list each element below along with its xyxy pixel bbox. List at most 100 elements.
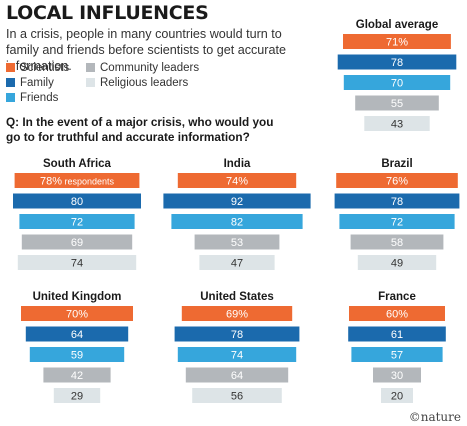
bar-value-label: 74 bbox=[71, 258, 83, 270]
bar-value-label: 72 bbox=[71, 217, 83, 229]
bar-community-leaders bbox=[21, 234, 133, 250]
bar-value-label: 64 bbox=[71, 329, 83, 341]
panel-south-africa: South Africa 78% respondents 80 72 69 74 bbox=[13, 158, 141, 270]
bar-religious-leaders bbox=[17, 255, 137, 270]
bar-community-leaders bbox=[373, 367, 421, 383]
bar-value-label: 60% bbox=[386, 309, 408, 321]
legend-label: Scientists bbox=[20, 61, 70, 74]
bar-religious-leaders bbox=[192, 388, 282, 403]
panel-title: India bbox=[224, 158, 251, 170]
panel-title: Brazil bbox=[381, 158, 412, 170]
bar-family bbox=[163, 193, 311, 209]
bar-value-label: 59 bbox=[71, 350, 83, 362]
bar-value-label: 69% bbox=[226, 309, 248, 321]
survey-question: Q: In the event of a major crisis, who w… bbox=[6, 115, 274, 144]
bar-community-leaders bbox=[185, 367, 289, 383]
bar-value-label: 57 bbox=[391, 350, 403, 362]
bar-value-label: 69 bbox=[71, 237, 83, 249]
bar-annotation: respondents bbox=[62, 177, 115, 187]
bar-friends bbox=[177, 347, 297, 362]
bar-family bbox=[174, 326, 300, 342]
panel-title: United Kingdom bbox=[33, 291, 122, 303]
legend-item-community-leaders: Community leaders bbox=[86, 60, 236, 75]
legend-swatch-family bbox=[6, 78, 15, 87]
bar-value-label: 76% bbox=[386, 176, 408, 188]
bar-scientists bbox=[349, 306, 445, 321]
bar-value-label: 49 bbox=[391, 258, 403, 270]
bar-value-label: 78 bbox=[391, 57, 403, 69]
bar-value-label: 78 bbox=[231, 329, 243, 341]
panel-france: France 60% 61 57 30 20 bbox=[348, 291, 446, 403]
bar-scientists bbox=[21, 306, 133, 321]
legend-item-religious-leaders: Religious leaders bbox=[86, 75, 236, 90]
bar-religious-leaders bbox=[357, 255, 437, 270]
bar-friends bbox=[343, 75, 451, 90]
legend-label: Friends bbox=[20, 91, 59, 104]
bar-value-label: 43 bbox=[391, 119, 403, 131]
panel-brazil: Brazil 76% 78 72 58 49 bbox=[334, 158, 460, 270]
panel-united-kingdom: United Kingdom 70% 64 59 42 29 bbox=[21, 291, 133, 403]
bar-friends bbox=[339, 214, 455, 229]
legend-swatch-scientists bbox=[6, 63, 15, 72]
bar-value-label: 64 bbox=[231, 370, 243, 382]
bar-value-label: 47 bbox=[231, 258, 243, 270]
bar-family bbox=[334, 193, 460, 209]
legend-label: Community leaders bbox=[100, 61, 200, 74]
bar-value-label: 20 bbox=[391, 391, 403, 403]
bar-value-label: 78 bbox=[391, 196, 403, 208]
panel-united-states: United States 69% 78 74 64 56 bbox=[174, 291, 300, 403]
bar-value-label: 71% bbox=[386, 37, 408, 49]
bar-value-label: 42 bbox=[71, 370, 83, 382]
bar-value-label: 82 bbox=[231, 217, 243, 229]
bar-value-label: 70 bbox=[391, 78, 403, 90]
bar-community-leaders bbox=[350, 234, 444, 250]
bar-value-label: 70% bbox=[66, 309, 88, 321]
bar-friends bbox=[171, 214, 303, 229]
bar-value-label: 58 bbox=[391, 237, 403, 249]
bar-value-label: 29 bbox=[71, 391, 83, 403]
legend-item-family: Family bbox=[6, 75, 86, 90]
panel-title: France bbox=[378, 291, 416, 303]
bar-value-label: 61 bbox=[391, 329, 403, 341]
panel-title: Global average bbox=[356, 19, 438, 31]
panel-title: United States bbox=[200, 291, 274, 303]
bar-value-label: 72 bbox=[391, 217, 403, 229]
bar-value-label: 80 bbox=[71, 196, 83, 208]
bar-friends bbox=[351, 347, 443, 362]
bar-family bbox=[25, 326, 129, 342]
legend-item-scientists: Scientists bbox=[6, 60, 86, 75]
legend-label: Family bbox=[20, 76, 54, 89]
bar-scientists bbox=[177, 173, 297, 188]
panel-title: South Africa bbox=[43, 158, 112, 170]
bar-value-label: 53 bbox=[231, 237, 243, 249]
bar-value-label: 78% respondents bbox=[40, 176, 115, 188]
bar-family bbox=[337, 54, 457, 70]
bar-community-leaders bbox=[43, 367, 111, 383]
bar-religious-leaders bbox=[364, 116, 430, 131]
legend-swatch-community-leaders bbox=[86, 63, 95, 72]
legend-swatch-friends bbox=[6, 93, 15, 102]
bar-value-label: 74% bbox=[226, 176, 248, 188]
legend: Scientists Community leaders Family Reli… bbox=[6, 60, 306, 104]
chart-title: LOCAL INFLUENCES bbox=[6, 2, 209, 24]
bar-value-label: 56 bbox=[231, 391, 243, 403]
panel-india: India 74% 92 82 53 47 bbox=[163, 158, 311, 270]
legend-item-friends: Friends bbox=[6, 90, 86, 105]
legend-swatch-religious-leaders bbox=[86, 78, 95, 87]
bar-value-label: 55 bbox=[391, 98, 403, 110]
bar-scientists bbox=[336, 173, 458, 188]
bar-friends bbox=[29, 347, 125, 362]
bar-value-label: 92 bbox=[231, 196, 243, 208]
bar-scientists bbox=[14, 173, 140, 188]
bar-community-leaders bbox=[355, 95, 439, 111]
chart-subtitle: In a crisis, people in many countries wo… bbox=[6, 27, 287, 73]
bar-religious-leaders bbox=[199, 255, 275, 270]
panel-global-average: Global average 71% 78 70 55 43 bbox=[337, 19, 457, 131]
legend-label: Religious leaders bbox=[100, 76, 189, 89]
bar-community-leaders bbox=[194, 234, 280, 250]
bar-value-label: 30 bbox=[391, 370, 403, 382]
bar-religious-leaders bbox=[381, 388, 413, 403]
nature-credit: ©nature bbox=[408, 410, 461, 424]
bar-friends bbox=[19, 214, 135, 229]
